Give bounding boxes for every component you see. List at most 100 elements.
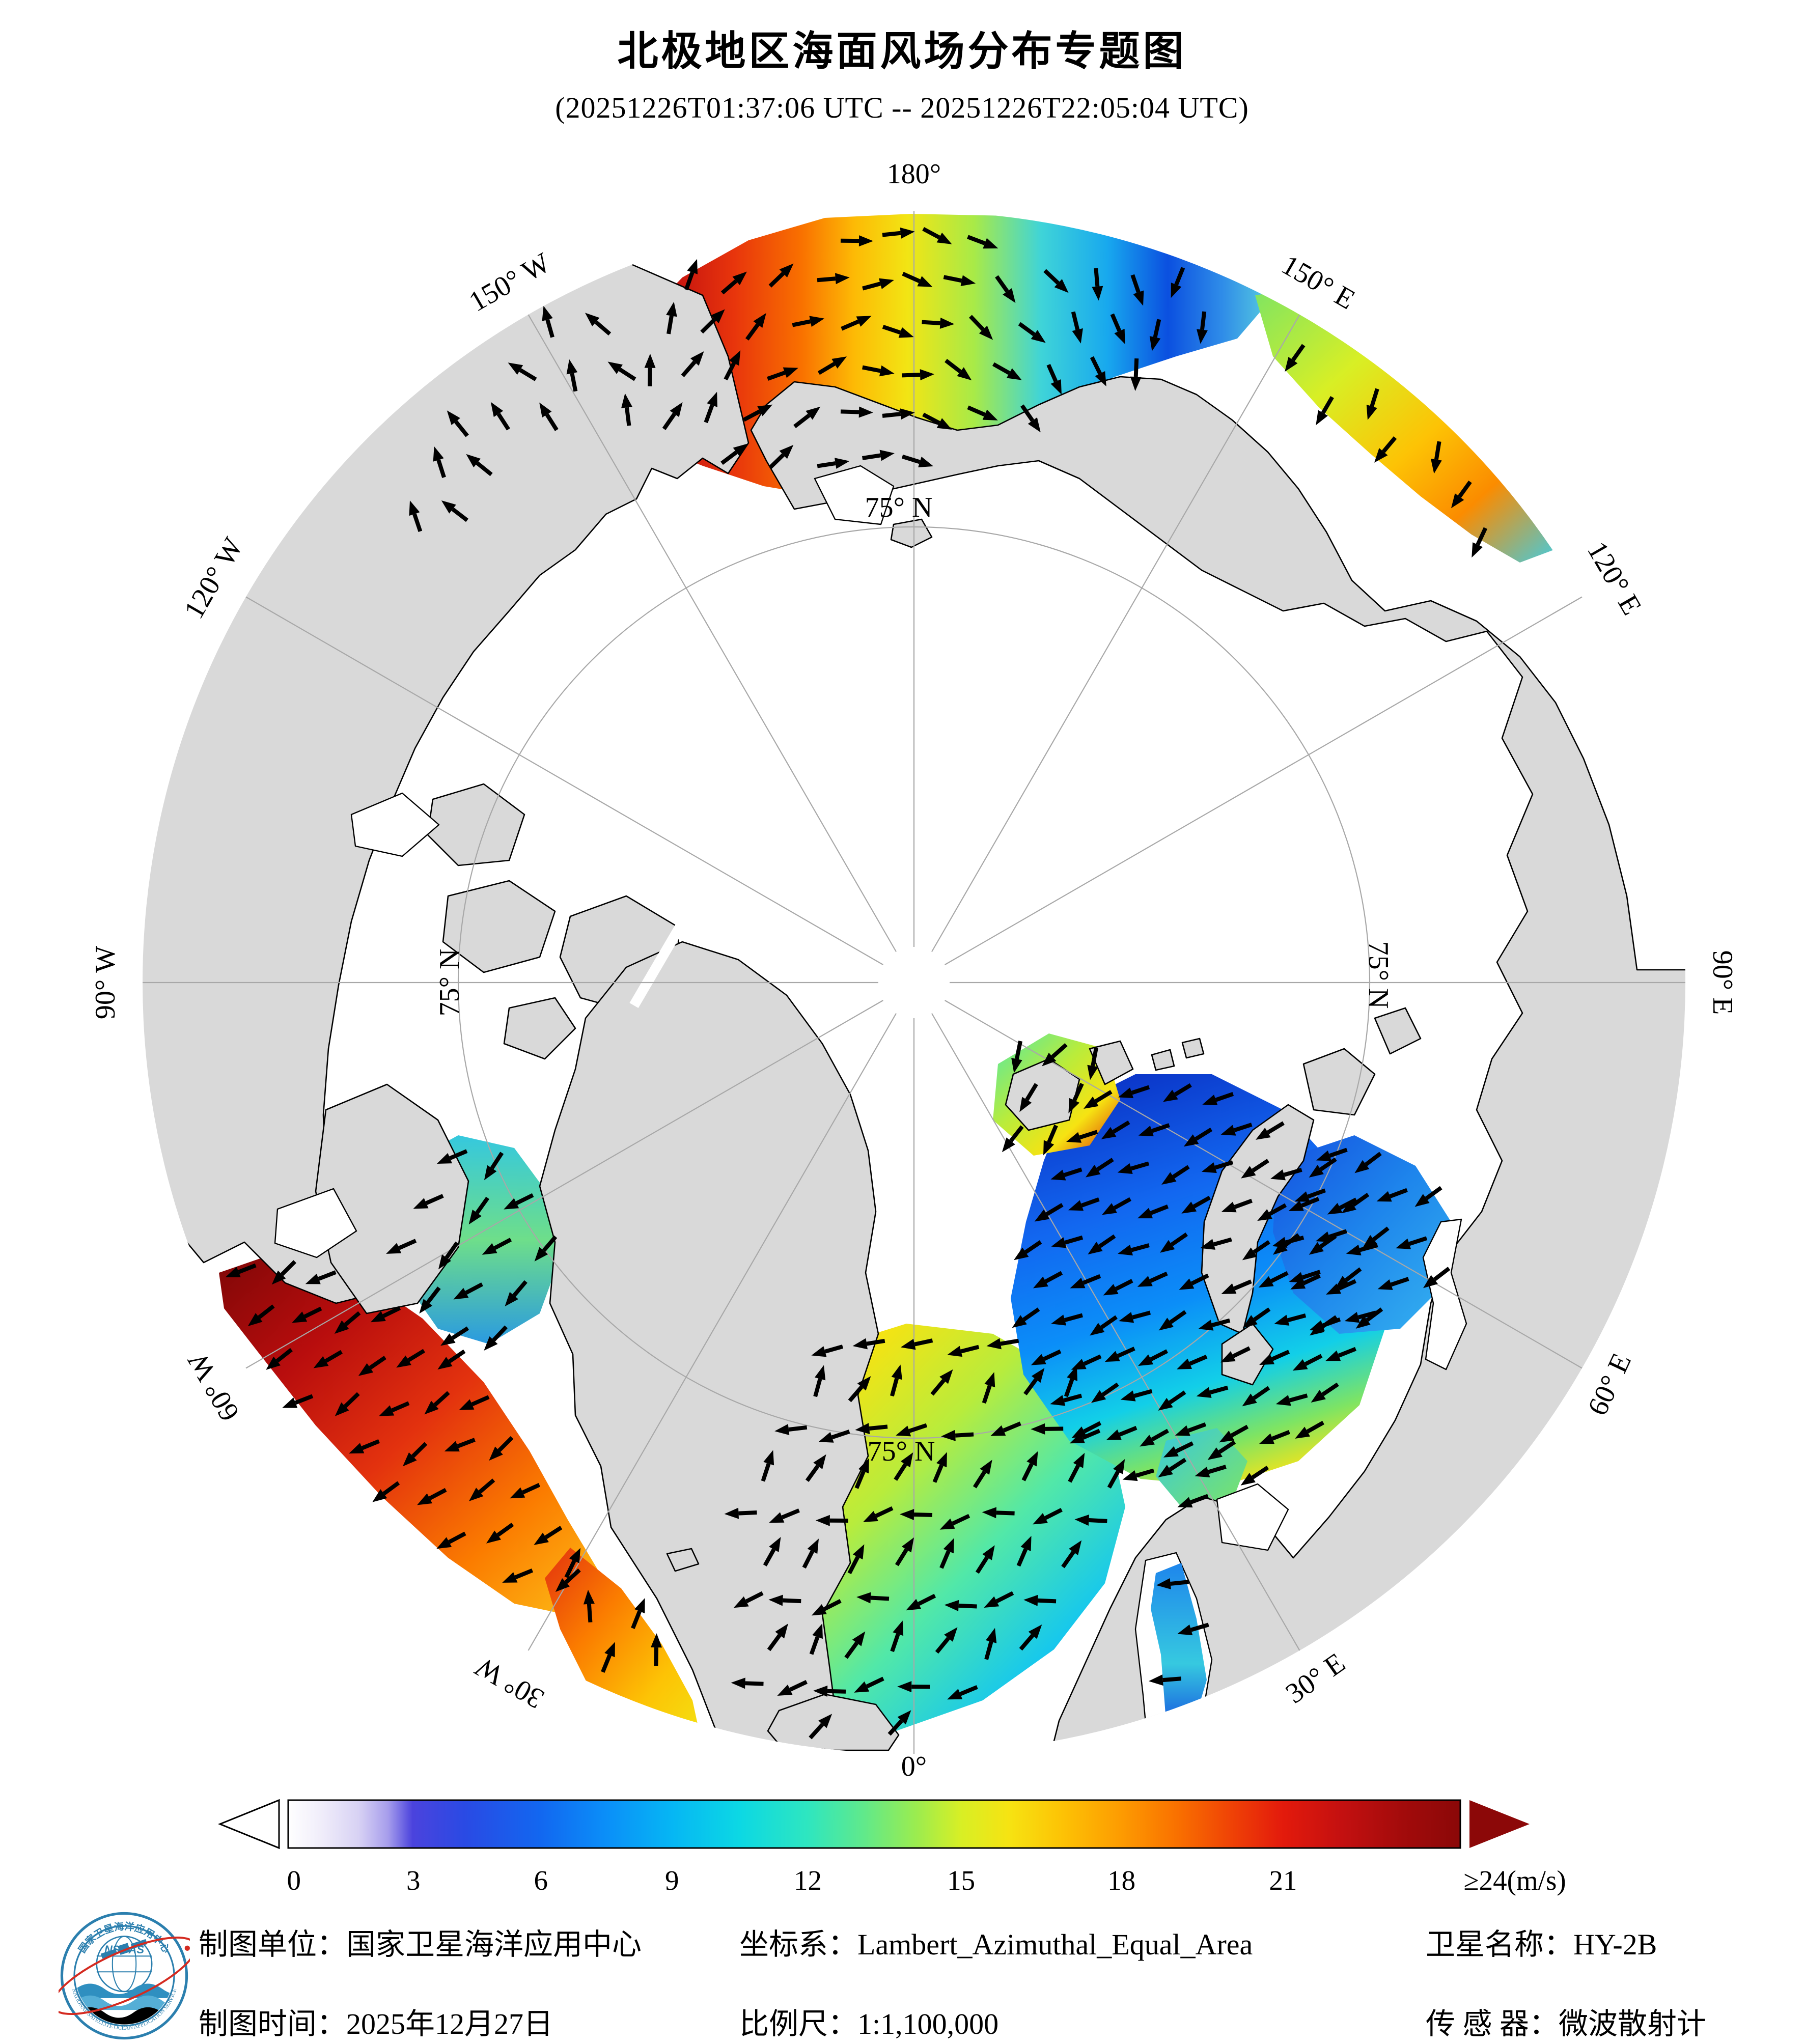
meridian-line xyxy=(528,314,897,952)
wind-arrow xyxy=(424,1391,450,1415)
wind-arrow xyxy=(1102,1197,1131,1215)
wind-arrow xyxy=(813,1685,846,1697)
colorbar: 0 3 6 9 12 15 18 21 ≥24(m/s) xyxy=(218,1799,1566,1896)
meridian-line xyxy=(945,596,1583,965)
colorbar-tick-label: 0 xyxy=(287,1865,301,1896)
wind-arrow xyxy=(1221,1198,1253,1213)
sea-inlet xyxy=(274,1188,357,1258)
wind-arrow xyxy=(1242,1386,1270,1407)
wind-arrow xyxy=(986,1338,1019,1350)
land-mass xyxy=(1151,1049,1175,1071)
wind-arrow xyxy=(1023,1368,1045,1395)
wind-arrow xyxy=(1117,1161,1150,1174)
logo-wave xyxy=(75,1983,173,1998)
wind-arrow xyxy=(844,1631,866,1659)
wind-arrow xyxy=(566,359,578,392)
wind-arrow xyxy=(1258,1271,1289,1288)
wind-arrow xyxy=(1130,358,1142,391)
wind-arrow xyxy=(419,1286,441,1314)
wind-arrow xyxy=(1019,1625,1042,1651)
wind-arrow xyxy=(631,1598,645,1629)
wind-arrow xyxy=(1068,1083,1084,1113)
wind-arrow xyxy=(1034,1203,1064,1222)
wind-arrow xyxy=(440,1326,469,1346)
wind-arrow xyxy=(1176,1354,1208,1369)
wind-arrow xyxy=(1068,1197,1100,1211)
parallel-label-75n-bottom: 75° N xyxy=(868,1436,935,1467)
meridian-line xyxy=(931,1013,1300,1651)
wind-arrow xyxy=(542,305,554,338)
wind-arrow xyxy=(975,1545,995,1574)
wind-arrow xyxy=(358,1356,386,1376)
logo-orbit-satellite-dot xyxy=(184,1945,190,1951)
logo-orbit-ellipse xyxy=(59,1937,190,2015)
wind-arrow xyxy=(767,1623,788,1651)
meridian-line xyxy=(931,314,1300,952)
wind-arrow xyxy=(1031,1349,1062,1365)
wind-arrow xyxy=(922,412,952,430)
wind-arrow xyxy=(1110,313,1125,344)
meridian-label-60W: 60° W xyxy=(182,1347,246,1426)
land-mass xyxy=(503,997,576,1060)
wind-arrow xyxy=(1195,1465,1227,1477)
wind-arrow xyxy=(862,278,894,291)
wind-arrow xyxy=(1274,1313,1307,1326)
wind-arrow xyxy=(1201,1160,1234,1173)
colorbar-tick-label: ≥24(m/s) xyxy=(1463,1865,1566,1896)
wind-arrow xyxy=(922,227,952,244)
wind-arrow xyxy=(1002,1125,1024,1153)
wind-arrow xyxy=(1259,1350,1290,1365)
wind-arrow xyxy=(944,1600,977,1611)
wind-arrow xyxy=(436,1531,466,1549)
wind-arrow xyxy=(433,446,446,478)
wind-arrow xyxy=(534,1526,563,1545)
meridian-label-60E: 60° E xyxy=(1581,1349,1638,1420)
wind-arrow xyxy=(1202,1092,1234,1105)
meridian-label-90E: 90° E xyxy=(1707,950,1738,1015)
wind-arrow xyxy=(1289,1270,1321,1283)
wind-arrow xyxy=(856,1592,890,1604)
colorbar-tick-label: 12 xyxy=(794,1865,822,1896)
wind-arrow xyxy=(901,454,934,467)
wind-arrow xyxy=(897,1681,930,1693)
land-mass xyxy=(1221,1323,1274,1386)
wind-arrow xyxy=(1270,1167,1302,1181)
wind-arrow xyxy=(486,1523,514,1544)
wind-arrow xyxy=(1311,1382,1339,1403)
wind-arrow xyxy=(774,1424,808,1435)
meridian-label-180: 180° xyxy=(887,158,941,190)
wind-arrow xyxy=(1033,1508,1063,1525)
sea-inlet xyxy=(1422,1218,1467,1370)
graticule xyxy=(143,211,1685,1754)
wind-arrow xyxy=(1288,1196,1320,1212)
wind-arrow xyxy=(1414,1186,1442,1207)
wind-arrow xyxy=(984,1628,997,1660)
wind-arrow xyxy=(1043,269,1069,293)
wind-arrow xyxy=(1158,1458,1187,1477)
wind-arrow xyxy=(767,367,798,381)
time-range-subtitle: (20251226T01:37:06 UTC -- 20251226T22:05… xyxy=(555,91,1249,124)
wind-arrow xyxy=(1137,1205,1169,1219)
wind-arrow xyxy=(1013,1240,1042,1261)
wind-arrow xyxy=(1061,1540,1082,1569)
wind-arrow xyxy=(855,1423,888,1434)
wind-arrow xyxy=(607,361,636,381)
wind-arrow xyxy=(266,1348,293,1370)
wind-arrow xyxy=(1071,311,1083,344)
wind-arrow xyxy=(1120,1389,1153,1402)
land-mass xyxy=(1302,1048,1376,1116)
wind-arrow xyxy=(1177,1622,1209,1636)
wind-arrow xyxy=(731,1677,764,1689)
wind-arrow xyxy=(847,1544,865,1575)
wind-arrow xyxy=(817,458,850,469)
wind-arrow xyxy=(1042,1043,1068,1067)
wind-arrow xyxy=(1197,311,1208,344)
wind-arrow xyxy=(1341,1193,1370,1214)
wind-arrow xyxy=(1355,1307,1383,1329)
wind-arrow xyxy=(943,275,976,287)
colorbar-tick-label: 21 xyxy=(1269,1865,1297,1896)
wind-arrow xyxy=(1346,1243,1378,1255)
wind-arrow xyxy=(247,1304,275,1327)
wind-arrow xyxy=(1220,1123,1253,1136)
